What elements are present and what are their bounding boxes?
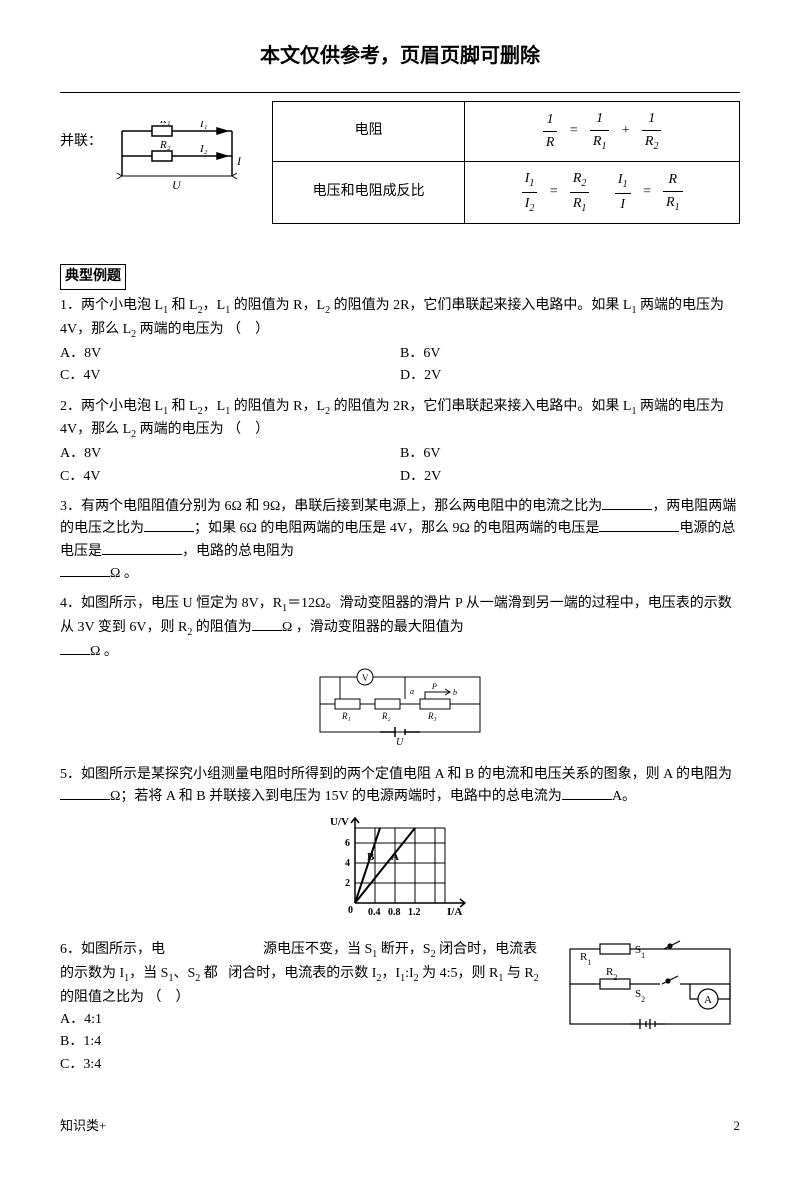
svg-text:S2: S2: [635, 988, 645, 1004]
q1-opt-b: B．6V: [400, 343, 740, 365]
question-6: S1 R2 S2 R1 A 6．如图所示，电 源电压不变，当 S1 断开，S2 …: [60, 939, 740, 1076]
svg-text:B: B: [367, 851, 375, 863]
q6-opt-c: C．3:4: [60, 1054, 740, 1076]
parallel-label: 并联：: [60, 101, 102, 153]
question-1: 1．两个小电泡 L1 和 L2，L1 的阻值为 R，L2 的阻值为 2R，它们串…: [60, 295, 740, 387]
row1-label: 电阻: [273, 102, 465, 162]
svg-text:0.8: 0.8: [388, 907, 401, 918]
footer-left: 知识类+: [60, 1116, 106, 1137]
svg-text:b: b: [453, 688, 457, 697]
svg-text:I: I: [236, 154, 242, 168]
svg-text:A: A: [391, 851, 399, 863]
q1-opt-d: D．2V: [400, 365, 740, 387]
svg-text:2: 2: [345, 878, 350, 889]
top-section: 并联： R₁ I₁ R₂ I₂ I U 电阻 1R = 1R1 +: [60, 92, 740, 224]
row2-label: 电压和电阻成反比: [273, 162, 465, 224]
q1-opt-a: A．8V: [60, 343, 400, 365]
svg-text:I₁: I₁: [199, 121, 208, 130]
svg-text:A: A: [704, 994, 712, 1006]
svg-text:0.4: 0.4: [368, 907, 381, 918]
q5-figure: U/V I/A 2 4 6 0 0.4 0.8 1.2 A B: [60, 813, 740, 931]
svg-text:R1: R1: [580, 951, 591, 967]
svg-text:1.2: 1.2: [408, 907, 421, 918]
svg-text:0: 0: [348, 905, 353, 916]
section-heading: 典型例题: [60, 264, 126, 290]
row1-formula: 1R = 1R1 + 1R2: [465, 102, 740, 162]
parallel-circuit: R₁ I₁ R₂ I₂ I U: [112, 101, 252, 191]
svg-text:R₁: R₁: [159, 121, 171, 126]
question-3: 3．有两个电阻阻值分别为 6Ω 和 9Ω，串联后接到某电源上，那么两电阻中的电流…: [60, 496, 740, 586]
formula-table: 电阻 1R = 1R1 + 1R2 电压和电阻成反比 I1I2 = R2R1 I…: [272, 101, 740, 224]
q2-opt-b: B．6V: [400, 443, 740, 465]
svg-text:I/A: I/A: [447, 906, 462, 918]
svg-text:R₂: R₂: [381, 711, 391, 721]
header-note: 本文仅供参考，页眉页脚可删除: [60, 40, 740, 72]
svg-text:R₁: R₁: [341, 711, 351, 721]
svg-text:U: U: [172, 178, 182, 191]
svg-text:R₃: R₃: [427, 711, 437, 721]
q2-opt-a: A．8V: [60, 443, 400, 465]
footer-right: 2: [734, 1116, 741, 1137]
svg-text:4: 4: [345, 858, 350, 869]
svg-text:S1: S1: [635, 944, 645, 960]
q1-opt-c: C．4V: [60, 365, 400, 387]
q2-opt-c: C．4V: [60, 466, 400, 488]
svg-text:U/V: U/V: [330, 816, 349, 828]
svg-text:R₂: R₂: [159, 139, 171, 151]
svg-text:P: P: [431, 682, 437, 691]
svg-text:6: 6: [345, 838, 350, 849]
q4-figure: V R₁ R₂ R₃ a P b U: [60, 667, 740, 755]
question-5: 5．如图所示是某探究小组测量电阻时所得到的两个定值电阻 A 和 B 的电流和电压…: [60, 764, 740, 931]
question-4: 4．如图所示，电压 U 恒定为 8V，R1＝12Ω。滑动变阻器的滑片 P 从一端…: [60, 593, 740, 755]
svg-text:I₂: I₂: [199, 143, 208, 155]
row2-formula: I1I2 = R2R1 I1I = RR1: [465, 162, 740, 224]
q6-figure: S1 R2 S2 R1 A: [560, 939, 740, 1047]
q2-opt-d: D．2V: [400, 466, 740, 488]
page-footer: 知识类+ 2: [60, 1116, 740, 1137]
svg-text:V: V: [362, 673, 369, 683]
svg-text:a: a: [410, 687, 414, 696]
svg-text:U: U: [396, 737, 404, 747]
question-2: 2．两个小电泡 L1 和 L2，L1 的阻值为 R，L2 的阻值为 2R，它们串…: [60, 396, 740, 488]
